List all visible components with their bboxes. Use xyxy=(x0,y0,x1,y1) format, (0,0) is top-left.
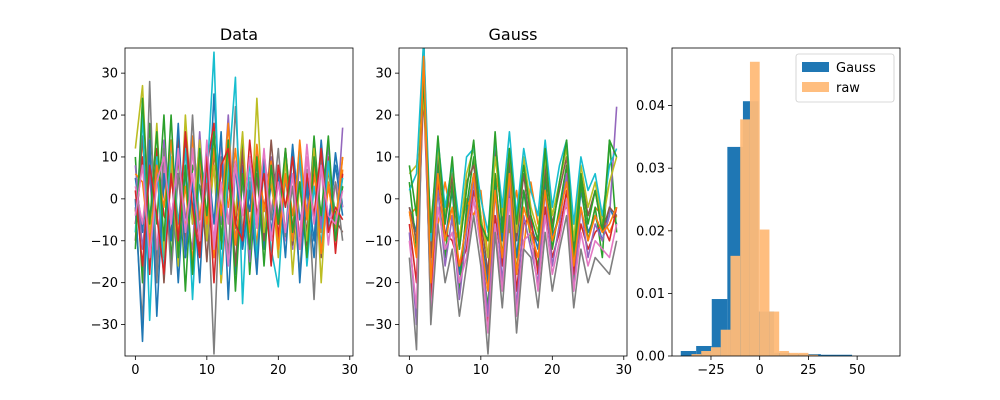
series-line-7 xyxy=(408,48,618,355)
series-line-14 xyxy=(134,139,344,267)
histogram-bar-Gauss xyxy=(836,354,853,356)
axes-frame xyxy=(671,47,901,357)
y-tick-label: −30 xyxy=(365,318,392,333)
x-tick-label: 10 xyxy=(199,363,216,378)
x-tick-label: 10 xyxy=(473,363,490,378)
panel-title: Data xyxy=(220,25,258,44)
x-tick-label: 30 xyxy=(342,363,359,378)
histogram-bar-raw xyxy=(779,350,789,356)
y-tick-label: 0.03 xyxy=(636,162,665,177)
y-tick-label: 0.00 xyxy=(636,350,665,365)
histogram-panel: −25 0 25 50 0.00 0.01 0.02 0.03 0.04 Gauss raw xyxy=(636,47,901,378)
legend-label-raw: raw xyxy=(836,81,860,96)
histogram-bar-raw xyxy=(701,350,711,356)
y-tick-label: 0 xyxy=(110,192,118,207)
panel-title: Gauss xyxy=(488,25,537,44)
legend-swatch-raw xyxy=(802,82,829,92)
y-tick-label: −10 xyxy=(365,234,392,249)
histogram-bars xyxy=(680,61,853,357)
histogram-bar-Gauss xyxy=(680,350,697,356)
histogram-bar-raw xyxy=(720,329,731,356)
legend-label-Gauss: Gauss xyxy=(836,61,876,76)
gauss-line-panel: 0 10 20 30 −30 −20 −10 0 10 20 30 Gauss xyxy=(365,25,632,378)
histogram-bar-raw xyxy=(808,354,819,356)
series-lines xyxy=(134,51,344,355)
histogram-bar-Gauss xyxy=(820,354,837,356)
series-line-6 xyxy=(408,63,618,334)
y-tick-label: 0.02 xyxy=(636,224,665,239)
y-tick-label: 10 xyxy=(375,150,392,165)
series-lines xyxy=(408,48,618,355)
axes-frame xyxy=(124,47,354,357)
histogram-bar-raw xyxy=(749,61,760,356)
y-tick-label: 30 xyxy=(375,67,392,82)
y-tick-label: 30 xyxy=(101,67,118,82)
series-line-11 xyxy=(408,55,618,292)
y-tick-label: −20 xyxy=(91,276,118,291)
x-tick-label: 0 xyxy=(756,363,764,378)
series-line-13 xyxy=(134,131,344,284)
series-line-11 xyxy=(134,122,344,263)
x-tick-label: 50 xyxy=(849,363,866,378)
legend-swatch-Gauss xyxy=(802,62,829,72)
histogram-bar-raw xyxy=(769,311,780,356)
series-line-9 xyxy=(408,48,618,242)
y-tick-label: 0 xyxy=(384,192,392,207)
x-tick-label: 20 xyxy=(544,363,561,378)
x-tick-label: −25 xyxy=(697,363,724,378)
y-tick-label: 20 xyxy=(375,109,392,124)
x-tick-label: 30 xyxy=(616,363,633,378)
axes-frame xyxy=(398,47,628,357)
x-tick-label: 0 xyxy=(131,363,139,378)
histogram-bar-raw xyxy=(691,354,702,356)
y-tick-label: −10 xyxy=(91,234,118,249)
histogram-bar-raw xyxy=(740,119,750,357)
histogram-bar-raw xyxy=(730,255,741,356)
series-line-10 xyxy=(408,80,618,259)
histogram-bar-raw xyxy=(759,229,770,356)
y-tick-label: −20 xyxy=(365,276,392,291)
y-tick-label: 20 xyxy=(101,109,118,124)
x-tick-label: 0 xyxy=(405,363,413,378)
histogram-bar-raw xyxy=(788,352,799,356)
x-tick-label: 20 xyxy=(270,363,287,378)
histogram-bar-raw xyxy=(798,352,809,356)
y-tick-label: 0.01 xyxy=(636,287,665,302)
legend: Gauss raw xyxy=(795,53,895,103)
histogram-bar-raw xyxy=(710,347,721,356)
x-tick-label: 25 xyxy=(800,363,817,378)
data-line-panel: 0 10 20 30 −30 −20 −10 0 10 20 30 Data xyxy=(91,25,358,378)
y-tick-label: 0.04 xyxy=(636,99,665,114)
y-tick-label: −30 xyxy=(91,318,118,333)
y-tick-label: 10 xyxy=(101,150,118,165)
